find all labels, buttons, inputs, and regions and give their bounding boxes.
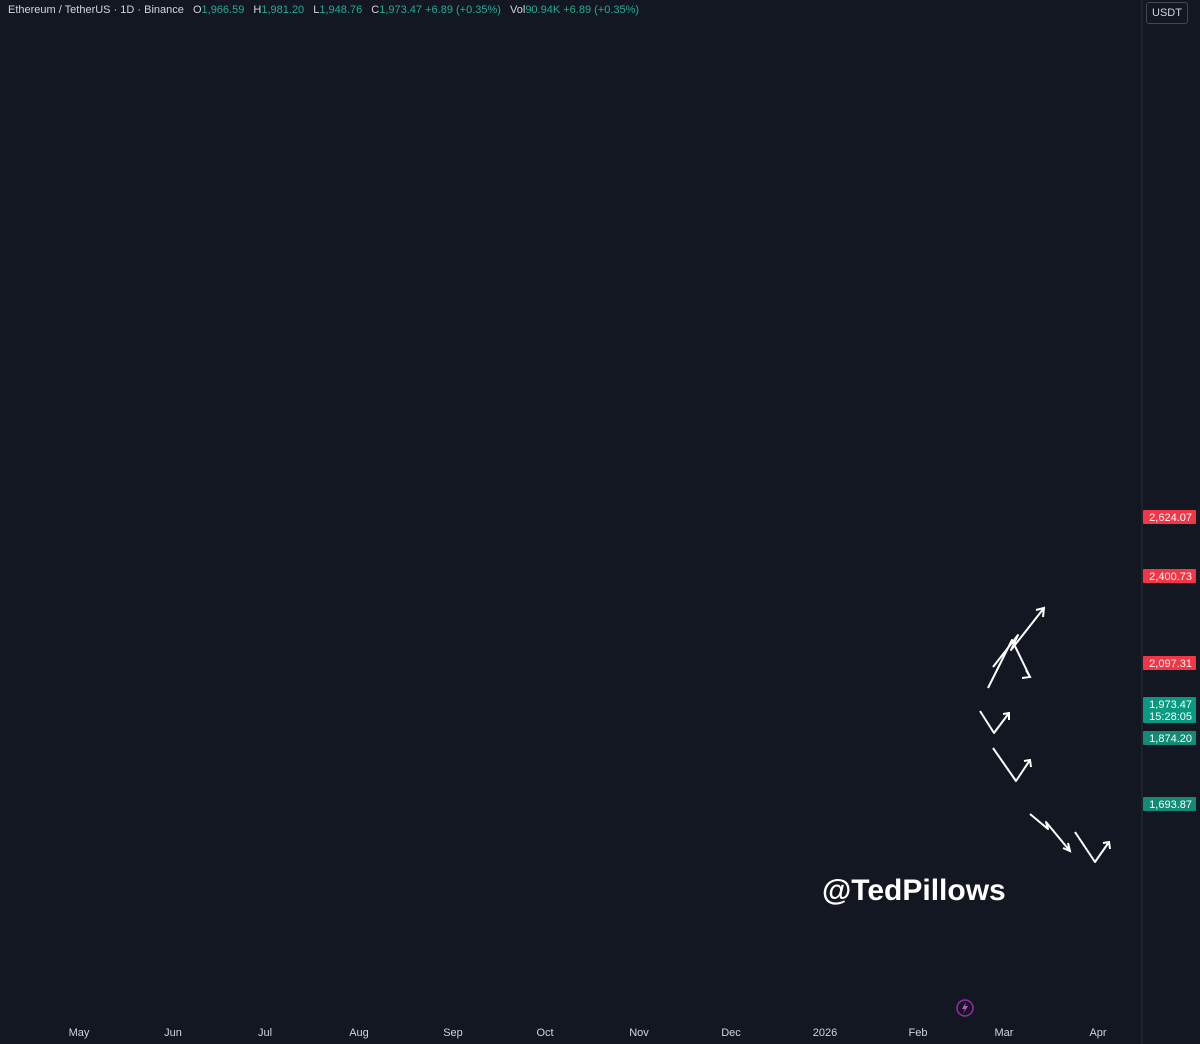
price-tag-label: 1,693.87 <box>1149 799 1192 811</box>
price-tag <box>1143 709 1196 723</box>
arrow-head <box>1002 711 1010 720</box>
time-tick-label: Jun <box>164 1027 182 1039</box>
arrow-head <box>1102 840 1111 850</box>
arrow-head <box>1021 669 1032 679</box>
time-tick-label: May <box>69 1027 90 1039</box>
time-tick-label: Jul <box>258 1027 272 1039</box>
price-tag-label: 1,874.20 <box>1149 733 1192 745</box>
projection-arrow[interactable] <box>987 639 1031 689</box>
price-tag-label: 2,400.73 <box>1149 571 1192 583</box>
time-tick-label: 2026 <box>813 1027 837 1039</box>
arrow-head <box>1035 606 1046 618</box>
close-value: 1,973.47 <box>379 4 423 16</box>
change-value: +6.89 (+0.35%) <box>425 4 501 16</box>
projection-arrows <box>979 606 1111 863</box>
open-key: O <box>192 4 202 16</box>
price-tag <box>1143 656 1196 670</box>
price-tag <box>1143 510 1196 524</box>
volume-key: Vol <box>510 4 526 16</box>
time-tick-label: Sep <box>443 1027 463 1039</box>
price-tags: 2,624.07 2,400.73 2,097.31 1,973.4715:28:05… <box>1143 510 1196 811</box>
projection-arrow[interactable] <box>992 747 1031 782</box>
time-tick-label: Mar <box>995 1027 1014 1039</box>
price-tag-label: 15:28:05 <box>1149 711 1192 723</box>
lightning-icon[interactable] <box>956 999 974 1017</box>
high-key: H <box>253 4 262 16</box>
watermark-text: @TedPillows <box>822 874 1006 907</box>
time-tick-label: Nov <box>629 1027 649 1039</box>
projection-arrow[interactable] <box>1074 831 1110 863</box>
time-tick-label: Feb <box>909 1027 928 1039</box>
price-tag-label: 2,624.07 <box>1149 512 1192 524</box>
symbol-label[interactable]: Ethereum / TetherUS · 1D · Binance <box>8 4 184 16</box>
price-tag-label: 2,097.31 <box>1149 658 1192 670</box>
price-tag <box>1143 569 1196 583</box>
low-key: L <box>313 4 320 16</box>
time-axis: May Jun Jul Aug Sep Oct Nov Dec 2026 Feb Mar Apr <box>69 1027 1107 1039</box>
price-tag <box>1143 797 1196 811</box>
time-tick-label: Apr <box>1089 1027 1106 1039</box>
low-value: 1,948.76 <box>319 4 363 16</box>
arrow-head <box>1023 758 1032 768</box>
time-tick-label: Aug <box>349 1027 369 1039</box>
time-tick-label: Dec <box>721 1027 741 1039</box>
price-tag <box>1143 731 1196 745</box>
projection-arrow[interactable] <box>1029 813 1071 852</box>
open-value: 1,966.59 <box>201 4 245 16</box>
projection-arrow[interactable] <box>992 607 1045 668</box>
price-tag <box>1143 697 1196 711</box>
currency-button[interactable]: USDT <box>1146 2 1188 24</box>
price-tag-label: 1,973.47 <box>1149 699 1192 711</box>
arrow-head <box>1062 842 1072 853</box>
volume-value: 90.94K <box>525 4 561 16</box>
close-key: C <box>371 4 380 16</box>
projection-arrow[interactable] <box>979 710 1010 734</box>
volume-change: +6.89 (+0.35%) <box>563 4 640 16</box>
high-value: 1,981.20 <box>261 4 305 16</box>
ohlc-header: Ethereum / TetherUS · 1D · Binance O1,96… <box>8 4 639 16</box>
time-tick-label: Oct <box>536 1027 553 1039</box>
